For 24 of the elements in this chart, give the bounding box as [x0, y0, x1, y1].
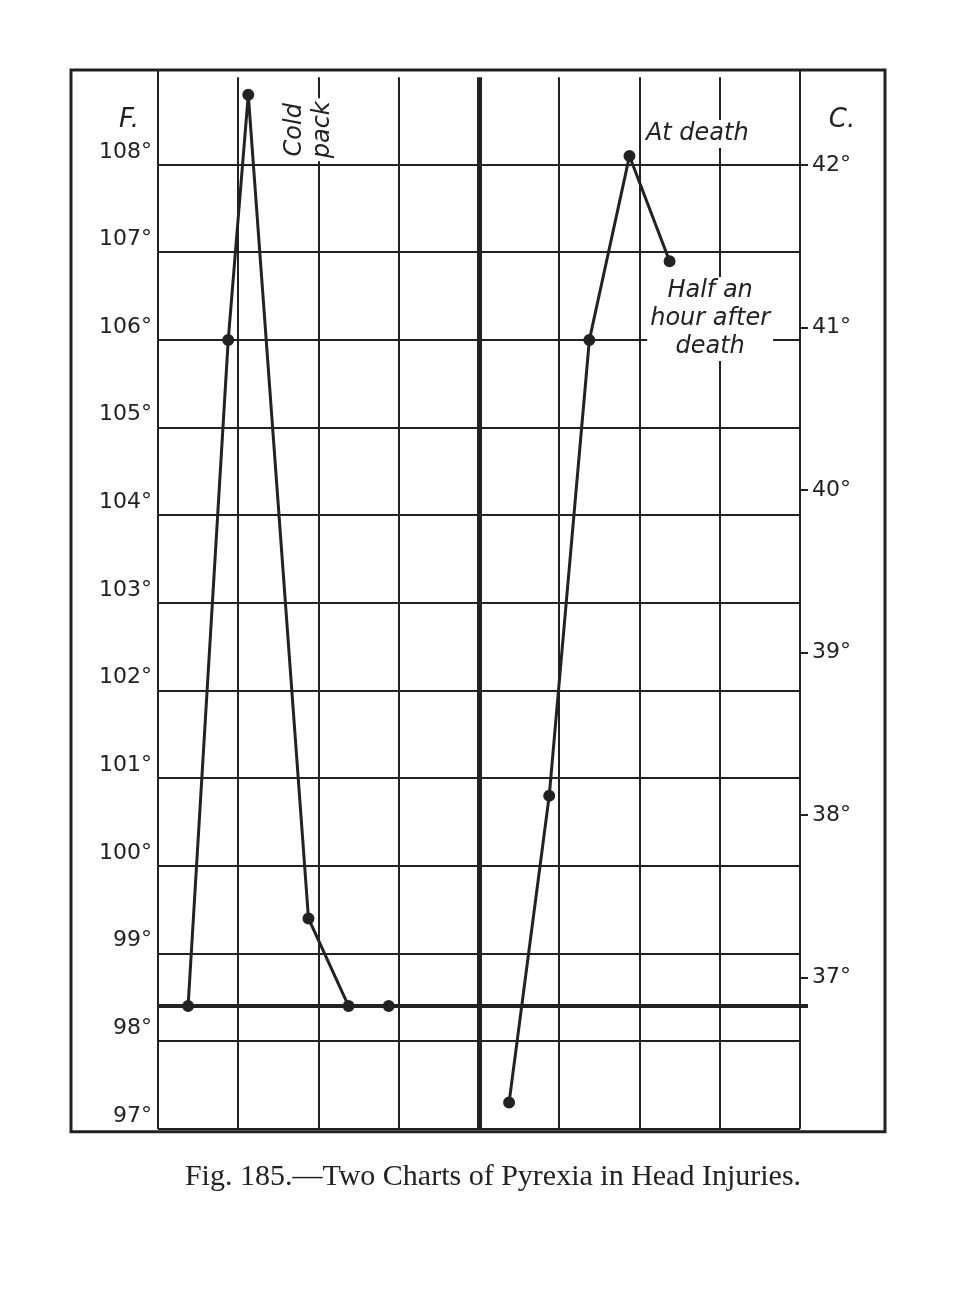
y2-tick-label: 41° [812, 313, 851, 339]
y-tick-label: 102° [99, 663, 152, 689]
caption: Fig. 185.—Two Charts of Pyrexia in Head Injuries. [183, 1157, 803, 1193]
y-tick-label: 106° [99, 312, 152, 338]
y2-tick-label: 38° [812, 800, 851, 826]
y-tick-label: 105° [99, 400, 152, 426]
y2-tick-label: 42° [812, 150, 851, 176]
y-axis-title: F. [119, 102, 139, 133]
annotation: Cold pack [279, 100, 336, 160]
y2-tick-label: 40° [812, 475, 851, 501]
y-tick-label: 101° [99, 750, 152, 776]
annotation: At death [643, 118, 749, 147]
y2-tick-label: 37° [812, 963, 851, 989]
y-tick-label: 104° [99, 488, 152, 514]
y-tick-label: 99° [113, 926, 152, 952]
annotation: Half an hour after death [650, 275, 773, 360]
y2-tick-label: 39° [812, 638, 851, 664]
y-tick-label: 97° [113, 1101, 152, 1127]
y2-axis-title: C. [828, 102, 856, 133]
y-tick-label: 108° [99, 137, 152, 163]
y-tick-label: 107° [99, 225, 152, 251]
y-tick-label: 103° [99, 575, 152, 601]
y-tick-label: 100° [99, 838, 152, 864]
y-tick-label: 98° [113, 1013, 152, 1039]
